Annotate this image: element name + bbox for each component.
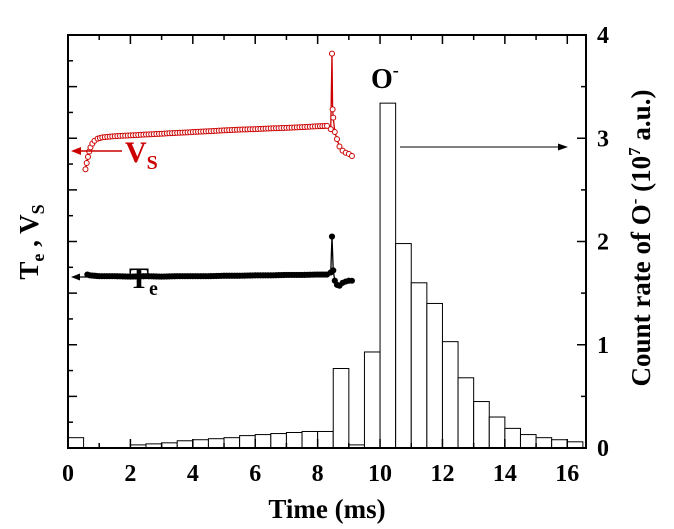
x-tick-label: 6: [249, 461, 261, 487]
series-point-vs: [328, 50, 335, 57]
te-arrow-head: [71, 273, 80, 281]
histogram-bar: [332, 368, 350, 449]
histogram-bar: [457, 377, 475, 449]
histogram-bar: [504, 427, 521, 449]
histogram-bar: [254, 434, 272, 449]
series-markers: [82, 50, 355, 289]
histogram-bar: [519, 434, 537, 449]
x-tick-label: 4: [187, 461, 199, 487]
series-point-vs: [324, 122, 330, 129]
histogram-bar: [207, 438, 225, 449]
histogram-bar: [270, 433, 287, 449]
series-point-vs: [83, 160, 90, 167]
histogram-bar: [488, 416, 506, 449]
histogram-bar: [285, 432, 303, 449]
vs-arrow-head: [71, 147, 81, 155]
histogram-bar: [67, 437, 85, 449]
histogram-bar: [379, 102, 397, 449]
o-minus-annotation: O-: [371, 60, 568, 151]
histogram-bar: [192, 439, 209, 449]
x-tick-label: 0: [62, 461, 74, 487]
axis-ticks: [67, 34, 586, 449]
histogram-bar: [535, 437, 553, 449]
series-point-vs: [82, 166, 89, 173]
right-axis-title: Count rate of O- (107 a.u.): [625, 90, 656, 387]
x-tick-label: 10: [368, 461, 392, 487]
histogram-bar: [441, 341, 459, 449]
o-minus-arrow-head: [558, 143, 568, 151]
vs-annotation: VS: [71, 136, 158, 174]
series-point-vs: [329, 106, 336, 113]
series-point-te: [330, 267, 337, 274]
histogram-bar: [317, 430, 334, 449]
o-minus-label: O-: [371, 60, 399, 95]
histogram-bar: [176, 440, 194, 449]
histogram-bar: [239, 435, 256, 449]
histogram-bar: [363, 351, 381, 449]
series-point-vs: [333, 136, 340, 143]
x-tick-label: 12: [430, 461, 454, 487]
histogram-bar: [410, 282, 428, 449]
histogram-bar: [551, 439, 568, 449]
left-axis-title: Te , VS: [14, 204, 48, 279]
x-tick-label: 16: [555, 461, 579, 487]
y-right-tick-label: 2: [597, 230, 609, 256]
te-label: Te: [129, 262, 158, 300]
x-tick-label: 2: [124, 461, 136, 487]
series-point-te: [328, 233, 336, 240]
series-point-vs: [348, 153, 355, 160]
histogram-bar: [395, 243, 412, 449]
y-right-tick-label: 1: [597, 333, 609, 359]
series-point-te: [348, 277, 355, 284]
y-right-tick-label: 0: [597, 436, 609, 462]
vs-label: VS: [125, 136, 158, 174]
x-axis-title: Time (ms): [268, 494, 385, 524]
histogram-bar: [301, 430, 319, 449]
series-point-vs: [84, 153, 91, 160]
histogram-bar: [473, 401, 490, 449]
series-point-vs: [336, 143, 343, 150]
histogram-bar: [223, 437, 241, 449]
y-right-tick-label: 4: [597, 23, 609, 49]
x-tick-label: 14: [493, 461, 517, 487]
series-point-vs: [331, 129, 338, 136]
series-point-vs: [327, 126, 334, 133]
series-point-vs: [330, 114, 337, 121]
histogram-bar: [426, 302, 443, 449]
x-tick-label: 8: [312, 461, 324, 487]
te-annotation: Te: [71, 262, 158, 300]
y-right-tick-label: 3: [597, 126, 609, 152]
